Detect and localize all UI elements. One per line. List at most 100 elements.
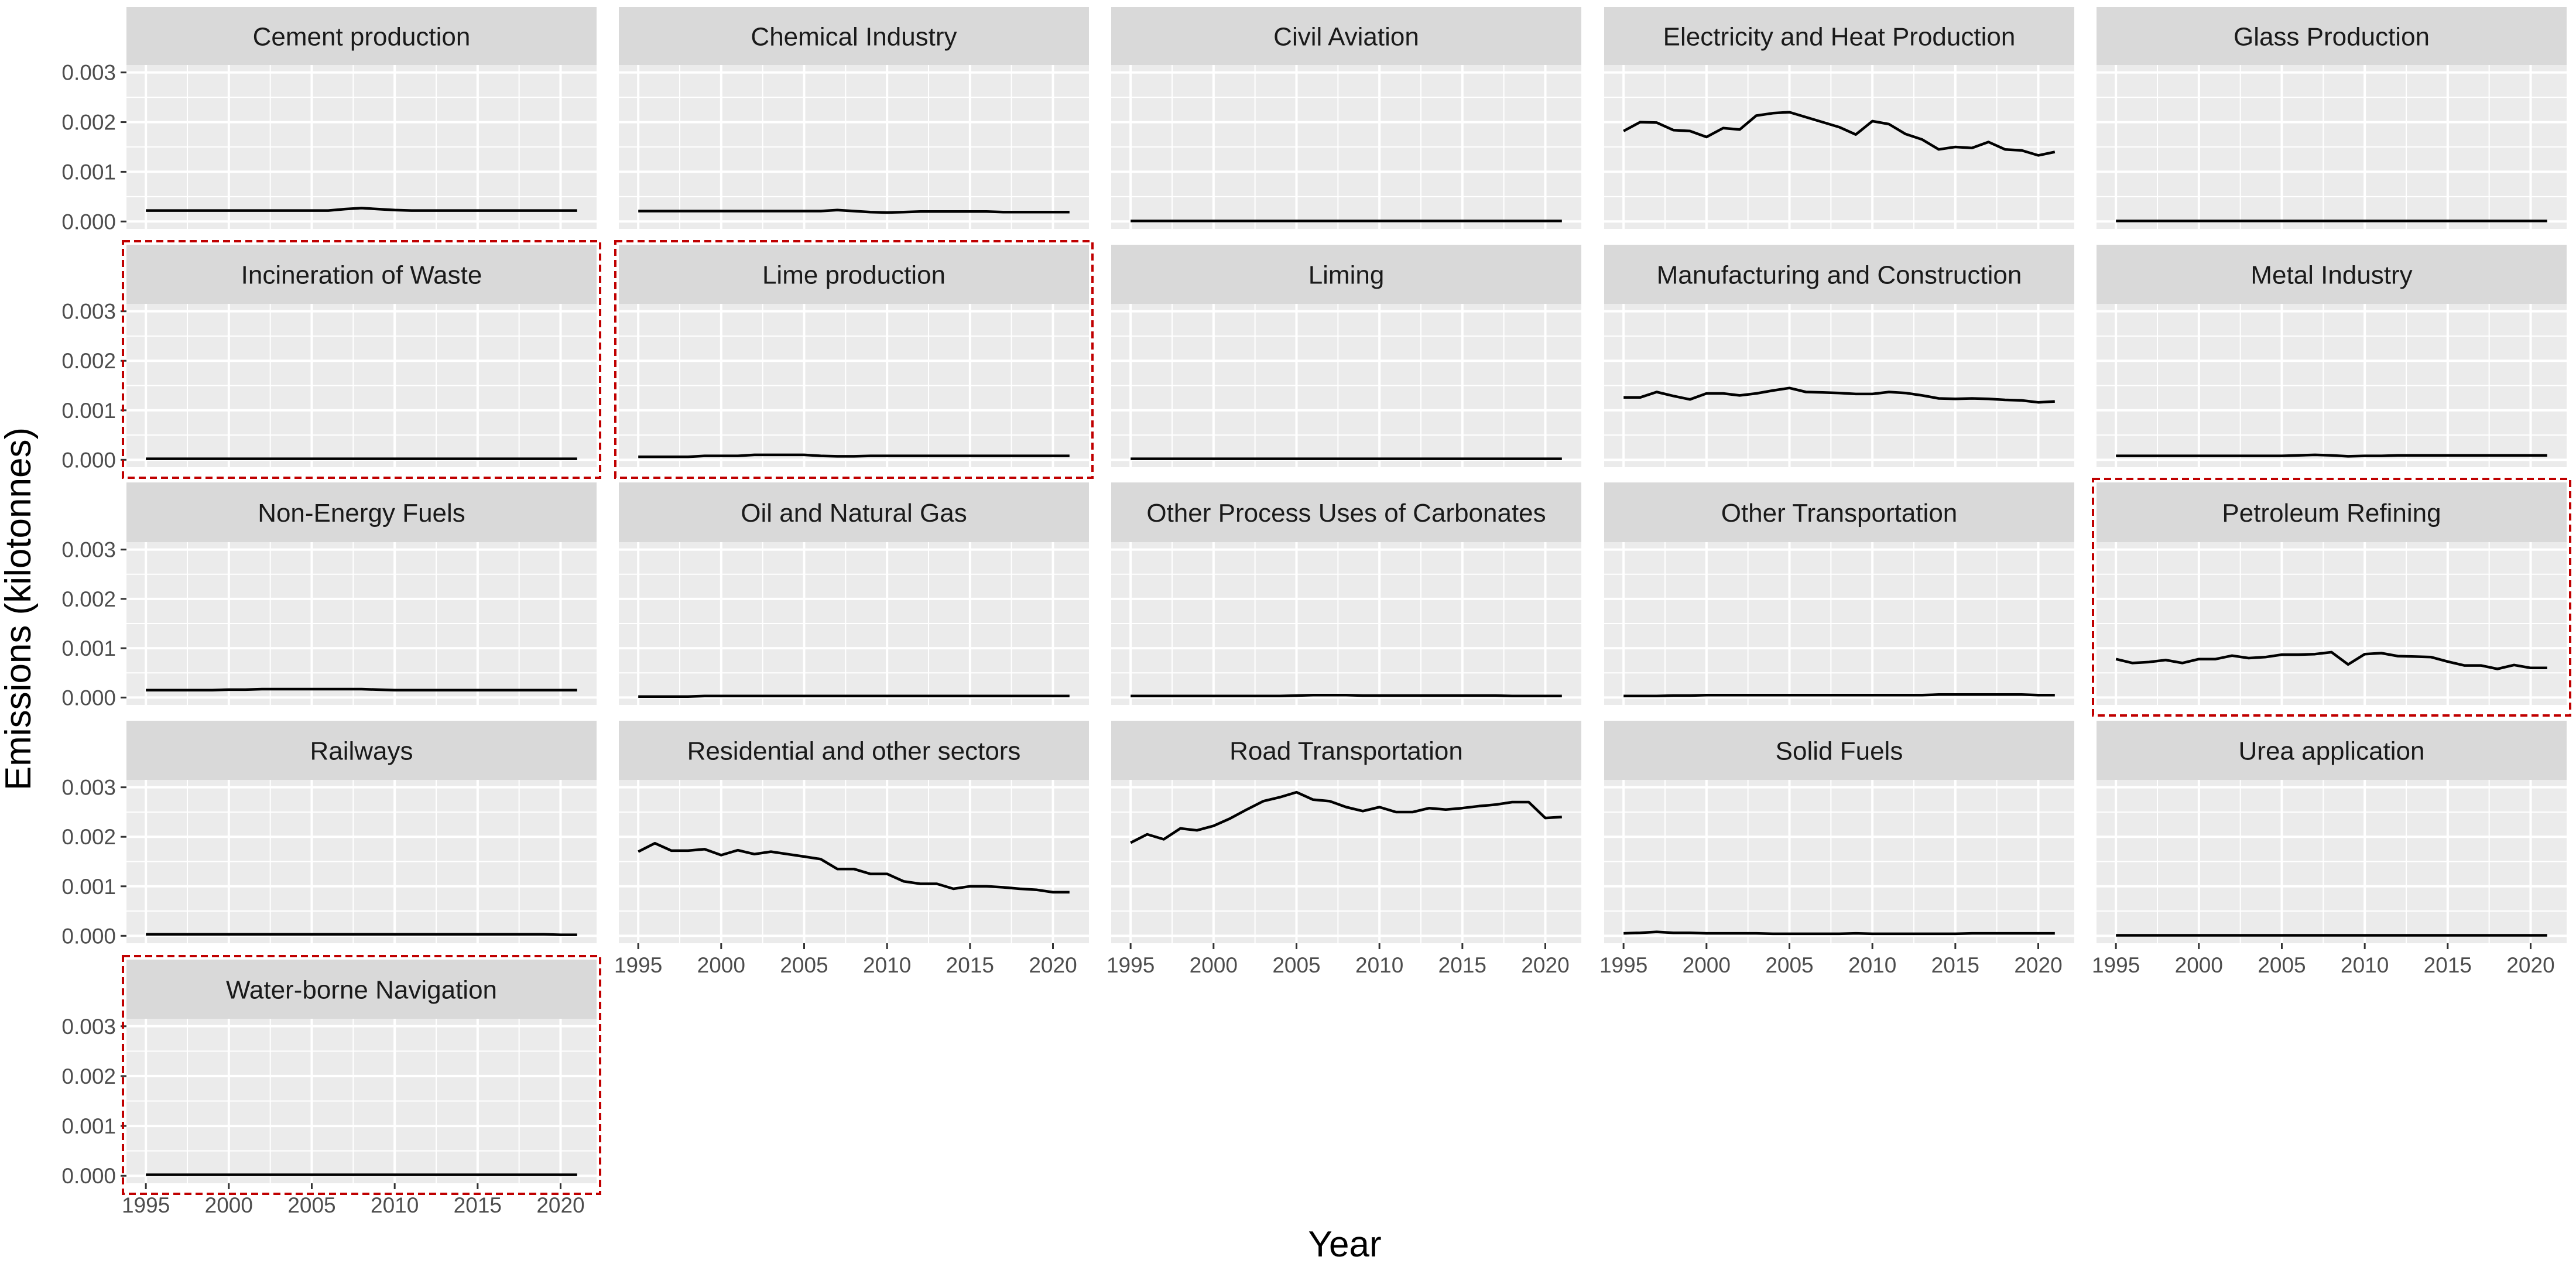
- facet-strip: [126, 7, 597, 65]
- x-tick-label: 2000: [1683, 953, 1731, 977]
- facet-panel: Railways 0.000 0.001 0.002 0.003: [61, 721, 597, 948]
- facet-title: Liming: [1308, 261, 1385, 290]
- facet-panel: Civil Aviation: [1111, 7, 1581, 229]
- x-tick-label: 2020: [1029, 953, 1077, 977]
- x-tick-label: 2005: [1272, 953, 1320, 977]
- series-line: [638, 208, 1070, 214]
- series-line: [1623, 693, 2055, 698]
- facet-panel: Other Transportation: [1604, 482, 2074, 705]
- series-line: [2115, 650, 2547, 670]
- facet-strip: [1111, 482, 1581, 542]
- highlight-border: [122, 955, 601, 1195]
- y-tick-label: 0.003: [61, 776, 116, 800]
- highlight-border: [122, 240, 601, 479]
- x-tick-label: 2010: [863, 953, 911, 977]
- facet-panel: Water-borne Navigation 0.000 0.001 0.002 0.0…: [61, 955, 601, 1217]
- facet-strip: [2097, 245, 2567, 304]
- facet-strip: [2097, 721, 2567, 780]
- y-tick-label: 0.000: [61, 924, 116, 948]
- highlight-border: [614, 240, 1094, 479]
- x-tick-label: 2015: [1438, 953, 1486, 977]
- facet-panel: Non-Energy Fuels 0.000 0.001 0.002 0.003: [61, 482, 597, 710]
- facet-title: Road Transportation: [1229, 737, 1463, 766]
- x-tick-label: 2010: [371, 1193, 419, 1217]
- x-tick-label: 2000: [697, 953, 745, 977]
- facet-title: Cement production: [253, 23, 471, 52]
- y-tick-label: 0.003: [61, 61, 116, 85]
- x-tick-label: 2020: [536, 1193, 584, 1217]
- facet-panel: Residential and other sectors 1995 2000 200…: [614, 721, 1089, 977]
- facet-strip: [1604, 7, 2074, 65]
- facet-panel: Chemical Industry: [619, 7, 1089, 229]
- y-tick-label: 0.000: [61, 686, 116, 710]
- y-tick-label: 0.001: [61, 399, 116, 423]
- facet-strip: [2097, 7, 2567, 65]
- series-line: [146, 207, 577, 212]
- facet-panel: Road Transportation 1995 2000 2005 2010 2015 2…: [1107, 721, 1581, 977]
- series-line: [638, 694, 1070, 698]
- y-tick-label: 0.003: [61, 1015, 116, 1039]
- facet-strip: [126, 482, 597, 542]
- facet-strip: [619, 7, 1089, 65]
- x-tick-label: 2005: [1765, 953, 1813, 977]
- facet-title: Other Process Uses of Carbonates: [1146, 499, 1546, 528]
- facet-panel: Urea application 1995 2000 2005 2010 2015 2020: [2092, 721, 2567, 977]
- facet-strip: [619, 721, 1089, 780]
- y-tick-label: 0.003: [61, 538, 116, 562]
- y-tick-label: 0.003: [61, 300, 116, 324]
- series-line: [638, 841, 1070, 894]
- facet-panel: Cement production 0.000 0.001 0.002 0.003: [61, 7, 597, 234]
- facet-title: Electricity and Heat Production: [1663, 23, 2016, 52]
- x-tick-label: 2005: [287, 1193, 335, 1217]
- facet-title: Oil and Natural Gas: [741, 499, 967, 528]
- facet-title: Residential and other sectors: [687, 737, 1021, 766]
- x-axis-title: Year: [1308, 1224, 1381, 1264]
- facet-panel: Incineration of Waste 0.000 0.001 0.002 0.00…: [61, 240, 601, 479]
- facet-panels: Cement production 0.000 0.001 0.002 0.003 Che…: [61, 7, 2571, 1217]
- facet-panel: Electricity and Heat Production: [1604, 7, 2074, 229]
- x-tick-label: 2005: [780, 953, 828, 977]
- facet-strip: [1111, 721, 1581, 780]
- series-line: [146, 933, 577, 936]
- y-tick-label: 0.000: [61, 210, 116, 234]
- facet-strip: [1604, 721, 2074, 780]
- y-tick-label: 0.001: [61, 1114, 116, 1138]
- x-tick-label: 2000: [2175, 953, 2223, 977]
- y-tick-label: 0.001: [61, 875, 116, 899]
- facet-title: Solid Fuels: [1776, 737, 1903, 766]
- series-line: [1623, 930, 2055, 936]
- y-tick-label: 0.000: [61, 448, 116, 472]
- x-tick-label: 2015: [1931, 953, 1979, 977]
- facet-title: Water-borne Navigation: [226, 976, 497, 1005]
- y-tick-label: 0.000: [61, 1164, 116, 1188]
- facet-panel: Manufacturing and Construction: [1604, 245, 2074, 467]
- series-line: [638, 453, 1070, 458]
- facet-strip: [126, 960, 597, 1019]
- series-line: [1131, 693, 1562, 698]
- x-tick-label: 2015: [454, 1193, 502, 1217]
- facet-panel: Lime production: [614, 240, 1094, 479]
- y-tick-label: 0.002: [61, 111, 116, 135]
- y-tick-label: 0.002: [61, 1064, 116, 1088]
- y-tick-label: 0.001: [61, 636, 116, 660]
- facet-title: Chemical Industry: [751, 23, 957, 52]
- x-tick-label: 2020: [2506, 953, 2554, 977]
- facet-panel: Liming: [1111, 245, 1581, 467]
- y-tick-label: 0.002: [61, 587, 116, 611]
- x-tick-label: 2020: [2014, 953, 2062, 977]
- y-tick-label: 0.002: [61, 349, 116, 373]
- facet-title: Non-Energy Fuels: [258, 499, 465, 528]
- facet-title: Incineration of Waste: [241, 261, 482, 290]
- facet-strip: [1604, 245, 2074, 304]
- series-line: [2116, 453, 2547, 458]
- x-tick-label: 2005: [2258, 953, 2306, 977]
- facet-title: Glass Production: [2234, 23, 2430, 52]
- x-tick-label: 2010: [1355, 953, 1403, 977]
- series-line: [146, 687, 577, 691]
- x-tick-label: 2000: [1190, 953, 1238, 977]
- facet-title: Metal Industry: [2250, 261, 2412, 290]
- x-tick-label: 1995: [1107, 953, 1155, 977]
- x-tick-label: 2020: [1521, 953, 1569, 977]
